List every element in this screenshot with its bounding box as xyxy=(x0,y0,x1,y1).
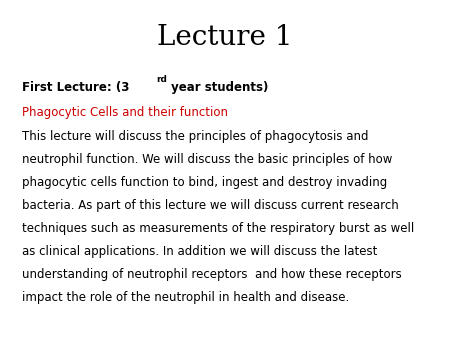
Text: understanding of neutrophil receptors  and how these receptors: understanding of neutrophil receptors an… xyxy=(22,268,402,281)
Text: Phagocytic Cells and their function: Phagocytic Cells and their function xyxy=(22,106,229,119)
Text: as clinical applications. In addition we will discuss the latest: as clinical applications. In addition we… xyxy=(22,245,378,258)
Text: impact the role of the neutrophil in health and disease.: impact the role of the neutrophil in hea… xyxy=(22,291,350,304)
Text: phagocytic cells function to bind, ingest and destroy invading: phagocytic cells function to bind, inges… xyxy=(22,176,388,189)
Text: Lecture 1: Lecture 1 xyxy=(157,24,293,51)
Text: rd: rd xyxy=(157,75,167,84)
Text: First Lecture: (3: First Lecture: (3 xyxy=(22,81,130,94)
Text: techniques such as measurements of the respiratory burst as well: techniques such as measurements of the r… xyxy=(22,222,415,235)
Text: bacteria. As part of this lecture we will discuss current research: bacteria. As part of this lecture we wil… xyxy=(22,199,399,212)
Text: This lecture will discuss the principles of phagocytosis and: This lecture will discuss the principles… xyxy=(22,130,369,143)
Text: neutrophil function. We will discuss the basic principles of how: neutrophil function. We will discuss the… xyxy=(22,153,393,166)
Text: year students): year students) xyxy=(167,81,269,94)
